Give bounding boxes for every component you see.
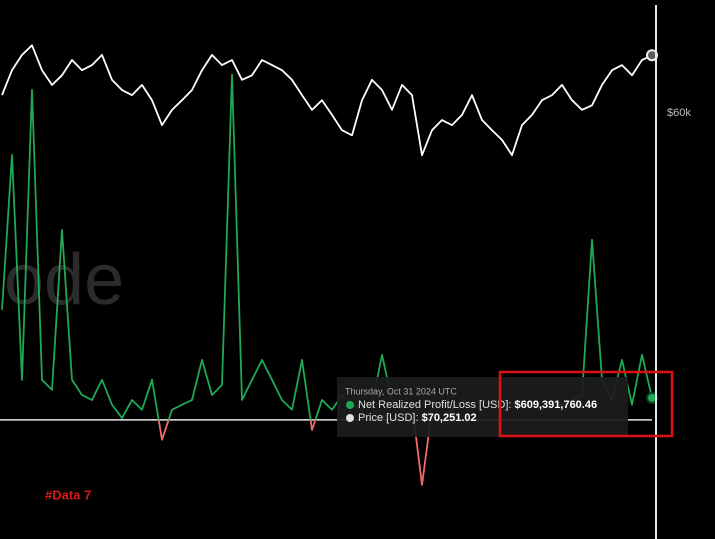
y2-tick-label: $60k <box>667 107 691 119</box>
tooltip-swatch <box>346 414 354 422</box>
tooltip-row: Price [USD]: $70,251.02 <box>358 412 477 424</box>
tooltip-value: $70,251.02 <box>422 412 477 424</box>
annotation: #Data 7 <box>45 487 91 502</box>
tooltip-swatch <box>346 401 354 409</box>
highlight-box <box>498 370 674 438</box>
tooltip-box <box>337 377 628 437</box>
tooltip-row: Net Realized Profit/Loss [USD]: $609,391… <box>358 399 597 411</box>
tooltip-value: $609,391,760.46 <box>515 399 598 411</box>
price-line <box>1 44 653 157</box>
tooltip-label: Price [USD]: <box>358 412 419 424</box>
tooltip: Thursday, Oct 31 2024 UTC Net Realized P… <box>337 377 628 437</box>
tooltip-date: Thursday, Oct 31 2024 UTC <box>345 386 457 396</box>
tooltip-label: Net Realized Profit/Loss [USD]: <box>358 399 511 411</box>
